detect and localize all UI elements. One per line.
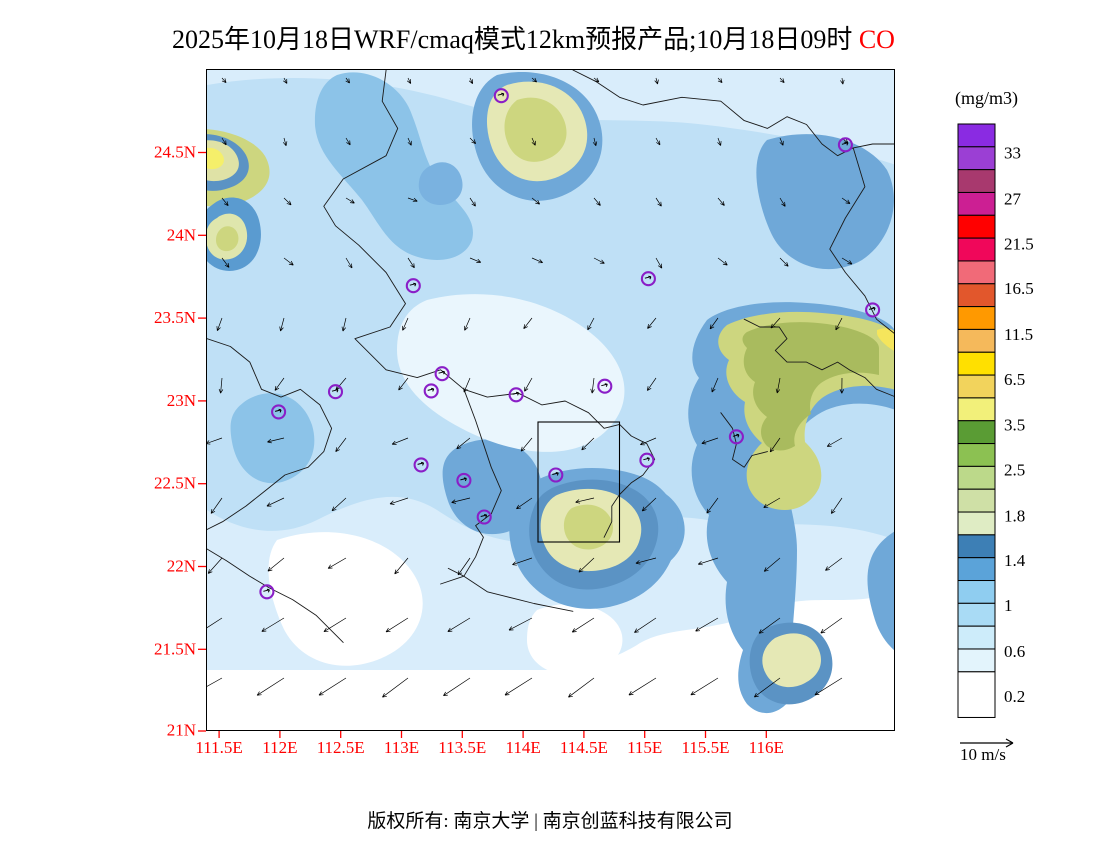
svg-text:114.5E: 114.5E (560, 738, 608, 757)
svg-text:10 m/s: 10 m/s (960, 745, 1006, 764)
svg-text:24N: 24N (167, 225, 196, 244)
svg-text:24.5N: 24.5N (154, 143, 196, 162)
svg-text:113E: 113E (384, 738, 419, 757)
svg-text:22.5N: 22.5N (154, 474, 196, 493)
svg-text:21N: 21N (167, 721, 196, 740)
svg-text:0.6: 0.6 (1004, 642, 1026, 661)
svg-text:116E: 116E (749, 738, 784, 757)
svg-text:112.5E: 112.5E (317, 738, 365, 757)
svg-text:0.2: 0.2 (1004, 687, 1025, 706)
svg-text:21.5: 21.5 (1004, 234, 1034, 253)
svg-text:27: 27 (1004, 189, 1021, 208)
svg-text:16.5: 16.5 (1004, 279, 1034, 298)
svg-text:11.5: 11.5 (1004, 325, 1033, 344)
svg-text:111.5E: 111.5E (195, 738, 242, 757)
svg-text:1.4: 1.4 (1004, 551, 1026, 570)
svg-text:114E: 114E (505, 738, 540, 757)
svg-text:113.5E: 113.5E (438, 738, 486, 757)
svg-text:23.5N: 23.5N (154, 308, 196, 327)
svg-text:115.5E: 115.5E (681, 738, 729, 757)
svg-text:3.5: 3.5 (1004, 416, 1025, 435)
svg-text:22N: 22N (167, 557, 196, 576)
svg-text:6.5: 6.5 (1004, 370, 1025, 389)
svg-text:115E: 115E (627, 738, 662, 757)
svg-text:21.5N: 21.5N (154, 639, 196, 658)
svg-text:2.5: 2.5 (1004, 460, 1025, 479)
svg-text:1: 1 (1004, 596, 1012, 615)
svg-text:1.8: 1.8 (1004, 506, 1025, 525)
svg-text:33: 33 (1004, 144, 1021, 163)
svg-text:23N: 23N (167, 391, 196, 410)
svg-text:112E: 112E (262, 738, 297, 757)
